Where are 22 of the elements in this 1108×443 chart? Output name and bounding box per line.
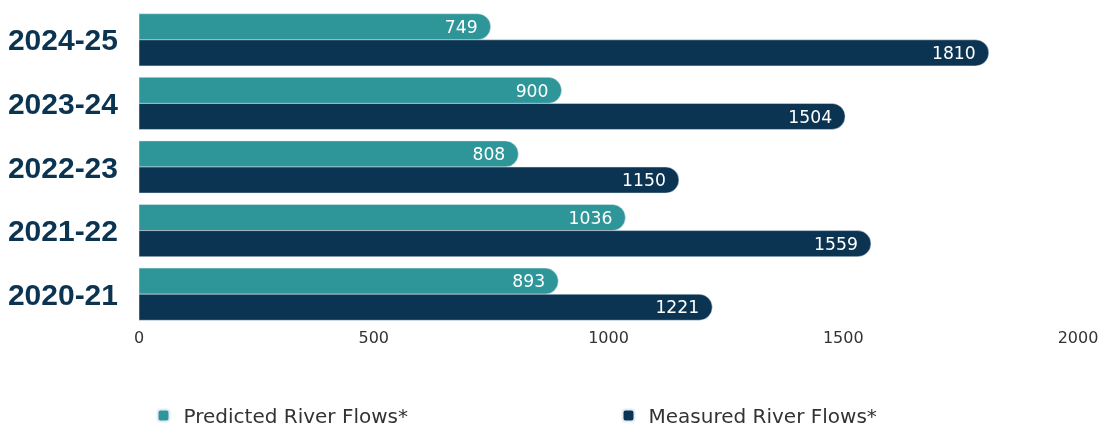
y-tick-label: 2021-22	[7, 214, 118, 248]
data-label: 1559	[814, 233, 858, 254]
x-tick-label: 500	[358, 328, 390, 347]
y-tick-label: 2024-25	[7, 23, 118, 57]
x-tick-label: 1500	[822, 328, 864, 347]
data-label: 1810	[931, 43, 976, 64]
data-label: 893	[512, 271, 546, 292]
x-tick-label: 1000	[588, 328, 629, 347]
data-label: 1150	[622, 170, 666, 191]
legend-label: Predicted River Flows*	[183, 404, 408, 429]
legend-label: Measured River Flows*	[648, 404, 877, 429]
x-tick-label: 2000	[1057, 328, 1099, 347]
data-label: 1036	[568, 207, 613, 228]
y-tick-label: 2022-23	[7, 150, 118, 184]
data-label: 1221	[655, 297, 700, 318]
data-label: 900	[515, 80, 549, 101]
data-label: 749	[444, 16, 478, 37]
x-tick-label: 0	[133, 328, 145, 347]
y-tick-label: 2023-24	[7, 86, 119, 120]
y-tick-label: 2020-21	[7, 277, 118, 311]
data-label: 1504	[788, 106, 833, 127]
data-label: 808	[472, 144, 506, 165]
